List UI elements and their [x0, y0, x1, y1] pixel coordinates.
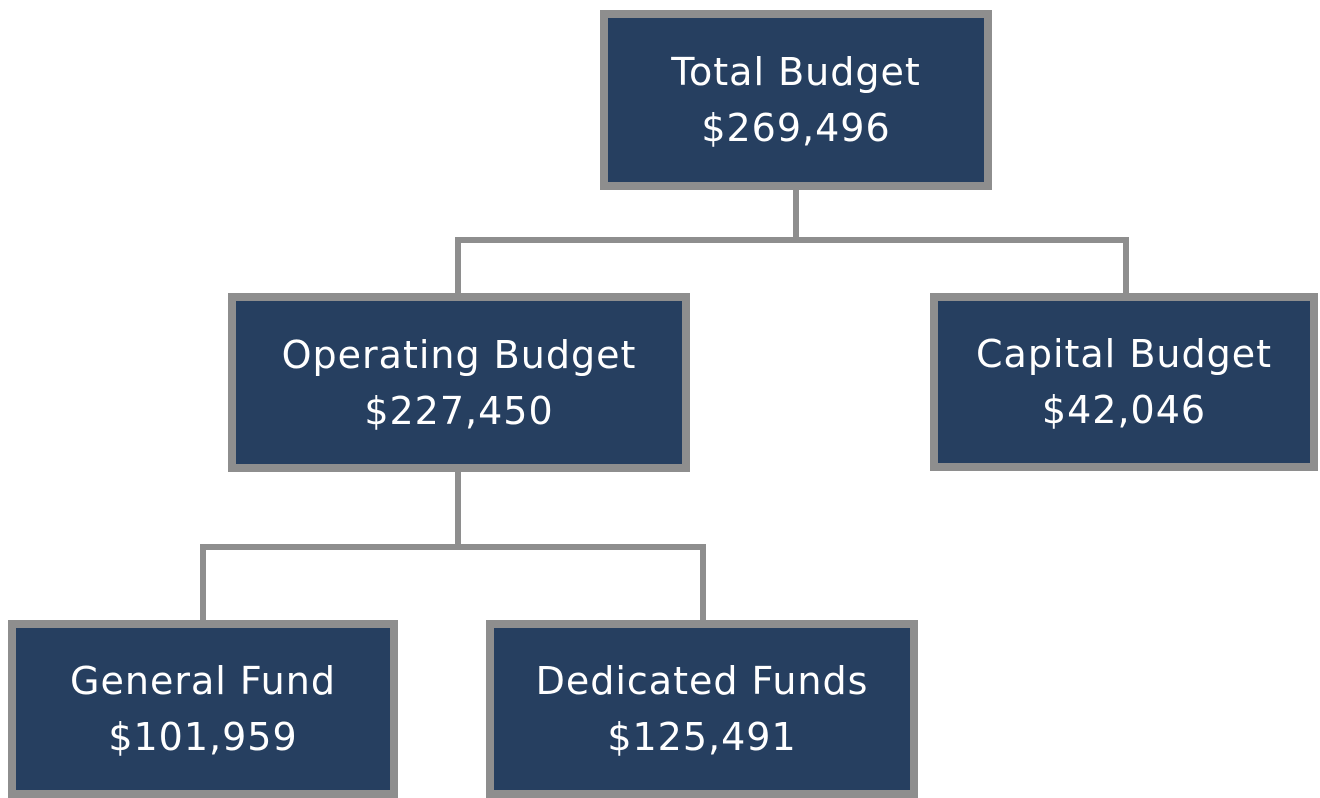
- node-value: $227,450: [364, 388, 554, 433]
- node-label: Operating Budget: [281, 332, 637, 377]
- node-label: Total Budget: [671, 50, 921, 94]
- node-box: Operating Budget $227,450: [228, 293, 690, 472]
- node-value: $42,046: [1041, 388, 1207, 432]
- node-label: General Fund: [70, 659, 336, 703]
- node-label: Dedicated Funds: [535, 659, 869, 703]
- node-box: Dedicated Funds $125,491: [486, 620, 918, 798]
- node-box: General Fund $101,959: [8, 620, 398, 798]
- node-value: $101,959: [108, 715, 298, 759]
- node-value: $269,496: [701, 106, 891, 150]
- node-box: Capital Budget $42,046: [930, 293, 1318, 471]
- node-value: $125,491: [607, 715, 797, 759]
- node-box: Total Budget $269,496: [600, 10, 992, 190]
- node-label: Capital Budget: [976, 332, 1272, 376]
